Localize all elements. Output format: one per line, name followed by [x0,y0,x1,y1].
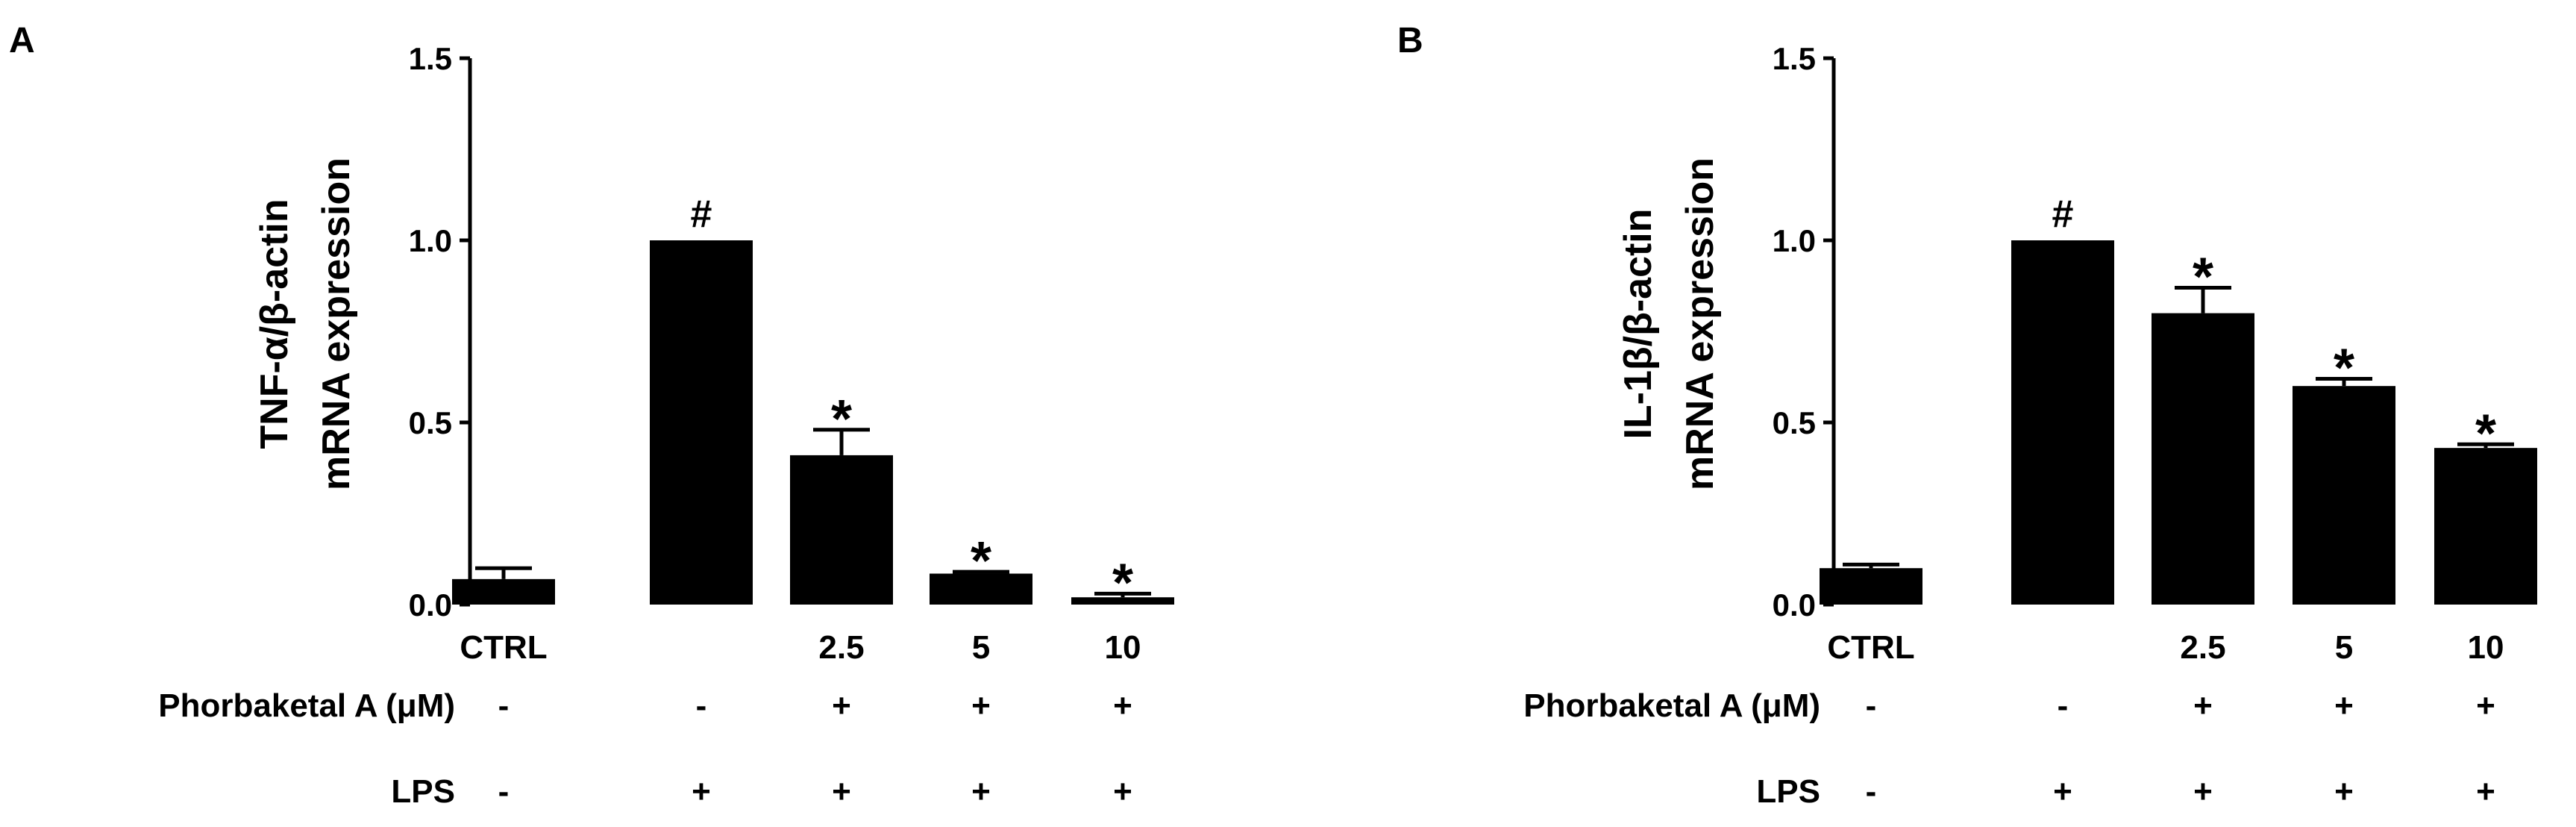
panel-a: A TNF-α/β-actin mRNA expression 0.0 0.5 1.0 1.… [9,21,1174,810]
significance-mark: * [831,390,852,449]
y-tick-label: 0.0 [1773,587,1816,622]
significance-mark: * [2475,404,2496,464]
bar [1820,568,1922,605]
y-tick-label: 0.0 [409,587,452,622]
significance-mark: # [2052,193,2074,236]
panel-label: A [9,21,35,60]
treatment-sign: - [1866,773,1877,810]
treatment-sign: + [2476,773,2495,810]
significance-mark: * [971,531,991,591]
bar [452,578,555,605]
treatment-row-label: Phorbaketal A (μM) [1523,687,1820,724]
category-label: 10 [2468,629,2504,666]
y-axis-label: mRNA expression [315,157,358,490]
bar [790,455,893,605]
treatment-sign: + [971,687,991,724]
category-label: 2.5 [2180,629,2225,666]
treatment-row-label: Phorbaketal A (μM) [158,687,455,724]
bar [930,573,1032,605]
treatment-sign: + [832,773,851,810]
bar [2011,240,2114,605]
treatment-sign: - [498,687,510,724]
y-tick-label: 1.5 [1773,41,1816,76]
y-tick-label: 0.5 [1773,405,1816,440]
treatment-sign: - [1866,687,1877,724]
treatment-sign: - [696,687,707,724]
category-label: 5 [2335,629,2353,666]
treatment-sign: - [498,773,510,810]
category-label: 2.5 [818,629,864,666]
bar [1071,597,1174,605]
bar [2434,448,2537,605]
category-label: CTRL [460,629,547,666]
y-axis-label: IL-1β/β-actin [1617,208,1660,439]
treatment-sign: + [1113,773,1132,810]
panel-b: B IL-1β/β-actin mRNA expression 0.0 0.5 1.0 1.… [1397,21,2537,810]
y-tick-label: 1.0 [1773,223,1816,258]
bar [2152,313,2254,605]
y-tick-label: 1.5 [409,41,452,76]
category-label: 5 [972,629,990,666]
y-tick-label: 1.0 [409,223,452,258]
treatment-sign: + [1113,687,1132,724]
treatment-sign: + [2334,687,2354,724]
treatment-sign: + [971,773,991,810]
treatment-sign: + [2193,773,2213,810]
treatment-row-label: LPS [1756,773,1820,810]
treatment-sign: + [2193,687,2213,724]
treatment-sign: + [2476,687,2495,724]
treatment-sign: + [832,687,851,724]
y-tick-label: 0.5 [409,405,452,440]
treatment-sign: + [692,773,711,810]
bar [2293,386,2395,605]
y-axis-label: mRNA expression [1679,157,1722,490]
category-label: 10 [1105,629,1141,666]
significance-mark: # [691,193,712,236]
treatment-sign: + [2334,773,2354,810]
significance-mark: * [2193,247,2213,307]
category-label: CTRL [1827,629,1914,666]
y-axis-label: TNF-α/β-actin [253,199,296,449]
treatment-sign: - [2058,687,2069,724]
panel-label: B [1397,21,1423,60]
significance-mark: * [2334,338,2354,398]
bar [650,240,753,605]
treatment-row-label: LPS [391,773,455,810]
significance-mark: * [1112,553,1133,613]
treatment-sign: + [2053,773,2072,810]
